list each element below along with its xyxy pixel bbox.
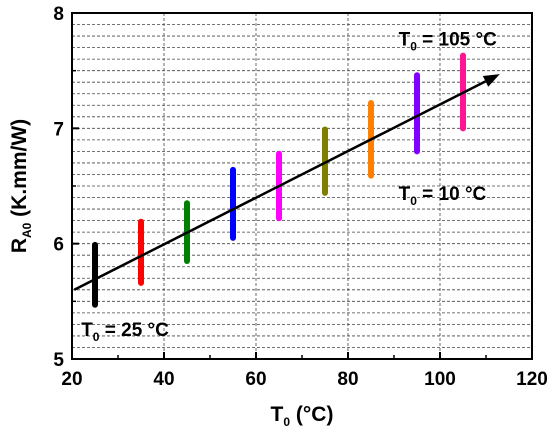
range-bars <box>92 52 466 308</box>
annotations: T0 = 105 °C T0 = 10 °C T0 = 25 °C <box>81 29 497 344</box>
grid-lines <box>72 13 532 359</box>
axis-ticks: 20 40 60 80 100 120 5 6 7 8 <box>53 4 547 390</box>
x-tick-label: 120 <box>516 369 548 390</box>
x-tick-label: 20 <box>61 369 82 390</box>
y-tick-label: 7 <box>53 119 64 140</box>
y-axis-title-sub: A0 <box>20 222 34 238</box>
y-tick-label: 6 <box>53 235 64 256</box>
trend-line <box>73 80 487 291</box>
y-axis-title-main: R <box>8 238 31 253</box>
y-tick-label: 8 <box>53 4 64 25</box>
x-tick-label: 100 <box>424 369 456 390</box>
y-axis-title: RA0 (K.mm/W) <box>8 119 34 253</box>
x-tick-label: 40 <box>153 369 174 390</box>
annotation-label: T0 = 25 °C <box>81 320 169 344</box>
y-tick-label: 5 <box>53 350 64 371</box>
y-axis-title-rest: (K.mm/W) <box>8 119 31 223</box>
x-axis-title-rest: (°C) <box>290 403 333 426</box>
annotation-label: T0 = 105 °C <box>399 29 498 53</box>
trend-arrowhead <box>482 74 500 87</box>
x-tick-label: 80 <box>337 369 358 390</box>
x-tick-label: 60 <box>245 369 266 390</box>
x-axis-title-sub: 0 <box>283 415 290 429</box>
annotation-label: T0 = 10 °C <box>399 184 487 208</box>
x-axis-title: T0 (°C) <box>271 403 334 429</box>
x-axis-title-main: T <box>271 403 284 426</box>
trend-arrow <box>73 74 500 291</box>
